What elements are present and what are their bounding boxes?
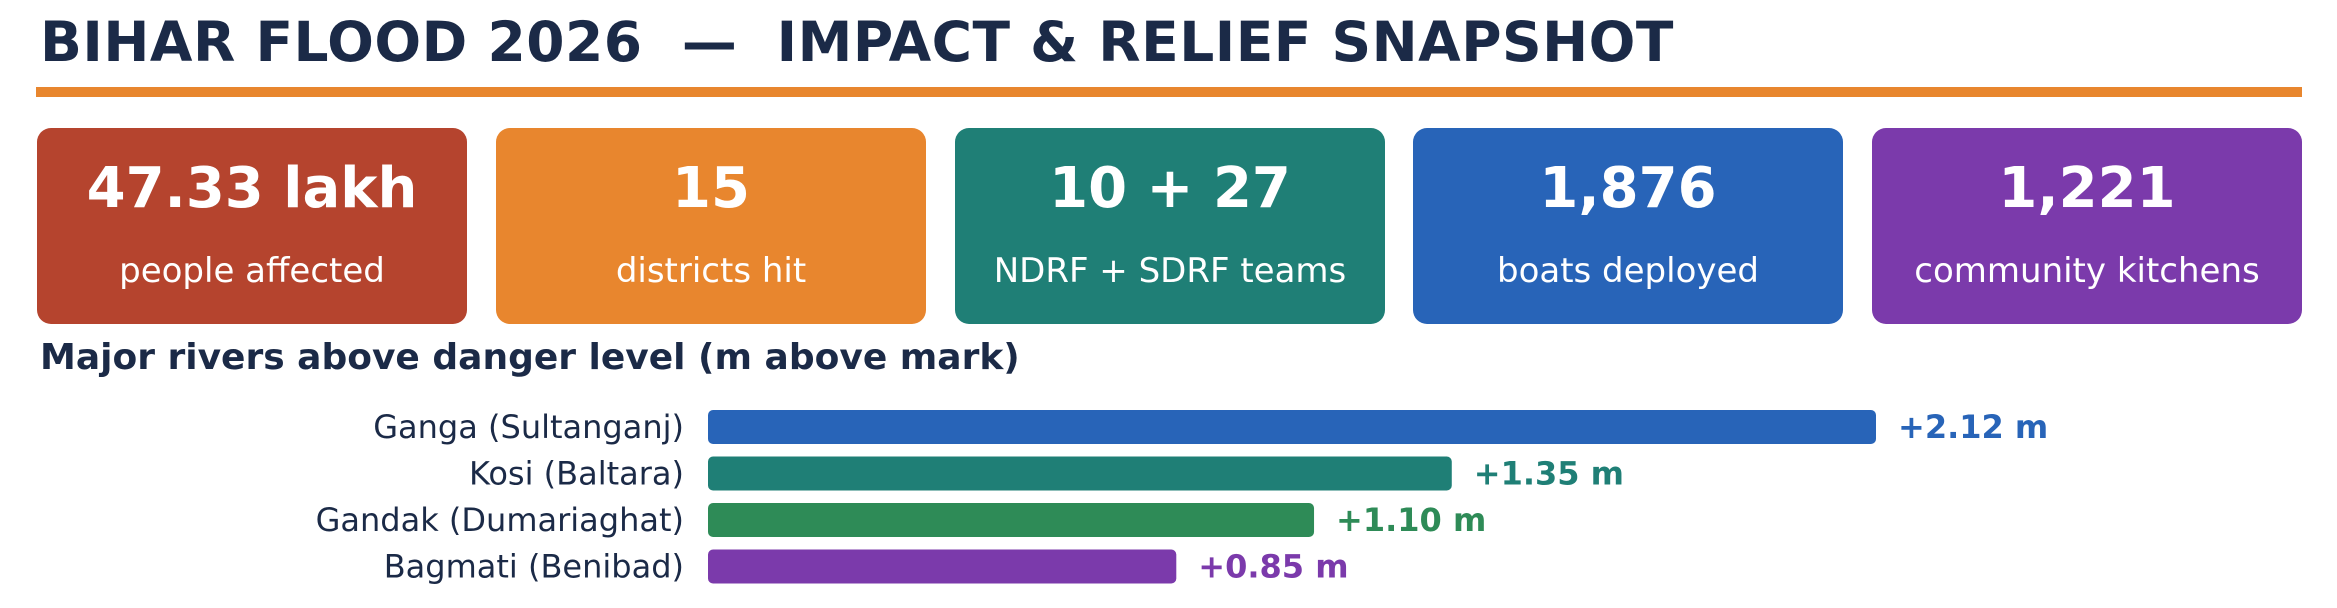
bar-value-label-kosi: +1.35 m: [1474, 455, 1624, 493]
page-title: BIHAR FLOOD 2026 — IMPACT & RELIEF SNAPS…: [40, 10, 1674, 74]
bar-value-label-gandak: +1.10 m: [1336, 501, 1486, 539]
stat-value: 1,876: [1539, 156, 1717, 221]
bar-bagmati: [708, 549, 1177, 584]
bar-category-label-ganga: Ganga (Sultanganj): [373, 408, 684, 446]
bar-kosi: [708, 456, 1452, 491]
stat-label: boats deployed: [1496, 251, 1760, 291]
chart-title: Major rivers above danger level (m above…: [40, 337, 1020, 378]
title-underline: [36, 87, 2302, 97]
stat-label: districts hit: [615, 251, 807, 291]
bar-category-label-bagmati: Bagmati (Benibad): [384, 548, 684, 586]
stat-card-rescue-teams: 10 + 27 NDRF + SDRF teams: [955, 128, 1385, 324]
bar-value-label-ganga: +2.12 m: [1898, 408, 2048, 446]
bar-value-label-bagmati: +0.85 m: [1198, 548, 1348, 586]
stat-value: 47.33 lakh: [86, 156, 418, 221]
bar-category-label-kosi: Kosi (Baltara): [469, 455, 684, 493]
stat-label: NDRF + SDRF teams: [993, 251, 1347, 291]
bar-category-label-gandak: Gandak (Dumariaghat): [316, 501, 684, 539]
stat-value: 15: [672, 156, 750, 221]
stat-card-districts-hit: 15 districts hit: [496, 128, 926, 324]
bar-ganga: [708, 410, 1876, 444]
stat-card-people-affected: 47.33 lakh people affected: [37, 128, 467, 324]
stat-value: 1,221: [1998, 156, 2176, 221]
stat-card-community-kitchens: 1,221 community kitchens: [1872, 128, 2302, 324]
stat-card-boats-deployed: 1,876 boats deployed: [1413, 128, 1843, 324]
river-level-bar-chart: Ganga (Sultanganj) +2.12 m Kosi (Baltara) +…: [316, 408, 2049, 586]
stat-label: people affected: [119, 251, 385, 291]
stat-label: community kitchens: [1914, 251, 2260, 291]
bar-gandak: [708, 503, 1315, 537]
stat-value: 10 + 27: [1049, 156, 1291, 221]
